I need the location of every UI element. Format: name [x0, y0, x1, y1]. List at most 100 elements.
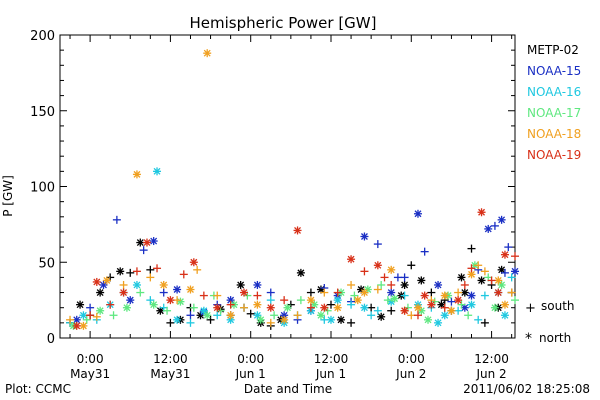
- south-marker-symbol: +: [525, 301, 536, 316]
- x-tick-time-label: 12:00: [153, 352, 188, 366]
- x-axis-label: Date and Time: [244, 382, 332, 396]
- data-point: [337, 315, 346, 324]
- data-point: [306, 288, 315, 297]
- data-point: [417, 306, 426, 315]
- plot-frame: [59, 34, 516, 339]
- data-point: [494, 276, 503, 285]
- x-tick-time-label: 0:00: [77, 352, 104, 366]
- data-point: [383, 296, 392, 305]
- data-point: [266, 303, 275, 312]
- data-point: [132, 280, 141, 289]
- data-point: [474, 261, 483, 270]
- data-point: [72, 315, 81, 324]
- data-point: [142, 238, 151, 247]
- data-point: [464, 311, 473, 320]
- data-point: [266, 318, 275, 327]
- data-point: [480, 291, 489, 300]
- data-point: [193, 265, 202, 274]
- data-point: [500, 300, 509, 309]
- x-tick-date-label: Jun 2: [475, 367, 506, 381]
- data-point: [153, 167, 162, 176]
- data-point: [413, 311, 422, 320]
- data-point: [102, 276, 111, 285]
- y-tick-label: 200: [30, 29, 55, 44]
- data-point: [149, 237, 158, 246]
- data-point: [387, 280, 396, 289]
- x-tick-date-label: Jun 1: [315, 367, 346, 381]
- data-point: [119, 288, 128, 297]
- data-point: [400, 273, 409, 282]
- data-point: [320, 315, 329, 324]
- data-point: [173, 285, 182, 294]
- x-tick-time-label: 0:00: [237, 352, 264, 366]
- data-point: [407, 261, 416, 270]
- data-point: [400, 280, 409, 289]
- data-point: [467, 291, 476, 300]
- x-tick-date-label: May31: [150, 367, 190, 381]
- data-point: [122, 303, 131, 312]
- data-point: [500, 250, 509, 259]
- data-point: [477, 276, 486, 285]
- data-point: [149, 300, 158, 309]
- data-point: [360, 232, 369, 241]
- data-points: [66, 49, 519, 330]
- data-point: [500, 268, 509, 277]
- data-point: [504, 243, 513, 252]
- data-point: [320, 303, 329, 312]
- data-point: [437, 300, 446, 309]
- data-point: [367, 303, 376, 312]
- data-point: [296, 268, 305, 277]
- data-point: [146, 273, 155, 282]
- data-point: [253, 311, 262, 320]
- data-point: [280, 296, 289, 305]
- y-axis-label: P [GW]: [1, 175, 15, 217]
- legend-entry: NOAA-17: [527, 106, 581, 120]
- data-point: [189, 303, 198, 312]
- legend-entry: NOAA-16: [527, 85, 581, 99]
- data-point: [507, 273, 516, 282]
- data-point: [256, 315, 265, 324]
- series-legend: METP-02 NOAA-15 NOAA-16 NOAA-17 NOAA-18 NOAA-…: [527, 43, 581, 162]
- x-tick-time-label: 12:00: [474, 352, 509, 366]
- data-point: [306, 303, 315, 312]
- data-point: [240, 303, 249, 312]
- legend-entry: NOAA-19: [527, 148, 581, 162]
- data-point: [126, 296, 135, 305]
- data-point: [467, 264, 476, 273]
- data-point: [79, 321, 88, 330]
- data-point: [333, 288, 342, 297]
- data-point: [507, 288, 516, 297]
- data-point: [86, 311, 95, 320]
- data-point: [132, 170, 141, 179]
- data-point: [112, 215, 121, 224]
- data-point: [347, 255, 356, 264]
- data-point: [400, 306, 409, 315]
- data-point: [434, 280, 443, 289]
- data-point: [166, 318, 175, 327]
- data-point: [454, 288, 463, 297]
- south-marker-label: south: [541, 299, 575, 313]
- data-point: [189, 258, 198, 267]
- data-point: [497, 215, 506, 224]
- data-point: [400, 291, 409, 300]
- data-point: [283, 303, 292, 312]
- marker-legend: + south * north: [525, 299, 575, 347]
- north-marker-label: north: [539, 331, 571, 345]
- data-point: [477, 208, 486, 217]
- data-point: [166, 296, 175, 305]
- data-point: [203, 49, 212, 58]
- data-point: [92, 312, 101, 321]
- y-tick-label: 100: [30, 181, 55, 196]
- data-point: [306, 296, 315, 305]
- data-point: [132, 267, 141, 276]
- data-point: [326, 300, 335, 309]
- y-tick-label: 150: [30, 105, 55, 120]
- data-point: [457, 273, 466, 282]
- data-point: [347, 280, 356, 289]
- data-point: [266, 288, 275, 297]
- data-point: [373, 306, 382, 315]
- data-point: [460, 280, 469, 289]
- data-point: [353, 296, 362, 305]
- data-point: [490, 303, 499, 312]
- data-point: [420, 291, 429, 300]
